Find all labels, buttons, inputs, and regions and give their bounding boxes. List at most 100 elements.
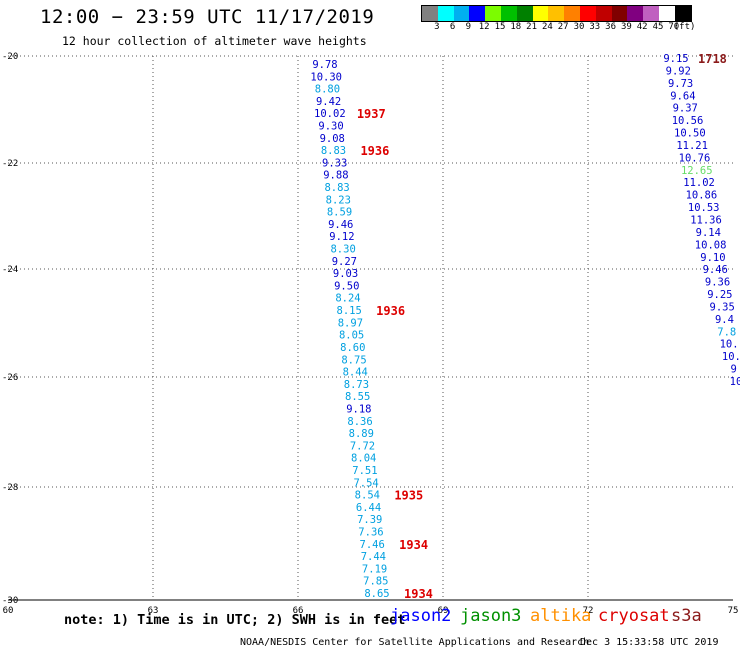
wave-height-value: 7.46 [360,539,385,551]
wave-height-value: 9.08 [320,133,345,145]
wave-height-value: 9.46 [328,219,353,231]
wave-height-value: 9.18 [346,403,371,415]
lat-tick-label: -24 [2,265,18,275]
color-scale-label: 12 [478,22,490,32]
wave-height-value: 10.50 [674,128,706,140]
wave-height-value: 9.36 [705,277,730,289]
chart-title: 12:00 − 23:59 UTC 11/17/2019 [40,6,375,28]
wave-height-value: 8.36 [347,416,372,428]
wave-height-value: 8.44 [343,367,368,379]
wave-height-value: 10.08 [695,239,727,251]
color-scale-label: 18 [510,22,522,32]
wave-height-value: 12.65 [681,165,713,177]
wave-height-value: 9.15 [663,53,688,65]
color-swatch [469,6,486,21]
color-scale-label: 45 [652,22,664,32]
color-swatch [611,6,628,21]
wave-height-value: 7.19 [362,563,387,575]
color-swatch [658,6,675,21]
wave-height-value: 8.59 [327,207,352,219]
wave-height-value: 10.53 [688,202,720,214]
color-swatch [674,6,691,21]
pass-time-label: 1936 [360,144,389,158]
color-swatch [627,6,644,21]
color-scale-label: 27 [557,22,569,32]
color-swatch [643,6,659,21]
color-scale-label: 6 [449,22,456,32]
pass-time-label: 1934 [404,587,433,601]
note-text: note: 1) Time is in UTC; 2) SWH is in fe… [64,612,406,628]
lat-tick-label: -22 [2,159,18,169]
wave-height-value: 8.05 [339,330,364,342]
wave-height-value: 8.54 [355,490,380,502]
legend-cryosat: cryosat [598,606,670,626]
wave-height-value: 7.51 [352,465,377,477]
wave-height-value: 8.83 [321,145,346,157]
color-scale-label: 42 [636,22,648,32]
lon-tick-label: 63 [148,606,159,616]
wave-height-value: 9.30 [318,121,343,133]
legend-jason3: jason3 [460,606,522,626]
pass-time-label: 1935 [394,489,423,503]
legend-jason2: jason2 [390,606,452,626]
wave-height-value: 6.44 [356,502,381,514]
pass-time-label: 1934 [399,538,428,552]
wave-height-value: 9.27 [332,256,357,268]
wave-height-value: 9.37 [673,103,698,115]
lat-tick-label: -26 [2,373,18,383]
color-swatch [437,6,454,21]
wave-height-value: 8.30 [330,244,355,256]
wave-height-value: 8.04 [351,453,376,465]
color-swatch [579,6,596,21]
wave-height-value: 9.92 [666,65,691,77]
wave-height-value: 9.14 [696,227,721,239]
wave-height-value: 10.76 [679,152,711,164]
wave-height-value: 10 [730,376,740,388]
wave-height-value: 9.78 [312,59,337,71]
color-swatch [532,6,549,21]
wave-height-value: 8.89 [349,428,374,440]
lat-tick-label: -30 [2,596,18,606]
color-scale-label: 36 [605,22,617,32]
wave-height-value: 10.30 [310,71,342,83]
wave-height-value: 11.02 [683,177,715,189]
wave-height-value: 9.4 [715,314,734,326]
color-swatch [422,6,438,21]
wave-height-value: 7.85 [363,576,388,588]
wave-height-value: 7.39 [357,514,382,526]
color-swatch [485,6,501,21]
wave-height-value: 9.73 [668,78,693,90]
wave-height-value: 9.12 [329,231,354,243]
wave-height-value: 7.36 [358,526,383,538]
pass-time-label: 1937 [357,107,386,121]
color-scale-label: 21 [526,22,538,32]
wave-height-value: 9.64 [670,90,695,102]
legend-s3a: s3a [671,606,702,626]
lon-tick-label: 60 [3,606,14,616]
wave-height-value: 8.23 [326,194,351,206]
wave-height-value: 9.46 [703,264,728,276]
footer-timestamp: Dec 3 15:33:58 UTC 2019 [580,637,719,648]
color-scale-label: 3 [434,22,440,32]
wave-height-value: 9.88 [323,170,348,182]
wave-height-value: 10. [720,339,739,351]
lat-tick-label: -20 [2,52,18,62]
wave-height-value: 7.72 [350,440,375,452]
wave-height-value: 9.35 [710,301,735,313]
wave-height-value: 8.75 [341,354,366,366]
color-swatch [595,6,612,21]
wave-height-value: 8.73 [344,379,369,391]
wave-height-value: 7.8 [717,326,736,338]
wave-height-value: 8.24 [335,293,360,305]
wave-height-value: 11.21 [676,140,708,152]
color-swatch [453,6,470,21]
pass-time-label: 1936 [376,304,405,318]
wave-height-value: 10.02 [314,108,346,120]
color-scale-label: 24 [541,22,553,32]
wave-height-value: 9.50 [334,280,359,292]
lon-tick-label: 75 [728,606,739,616]
wave-height-value: 8.60 [340,342,365,354]
wave-height-value: 7.54 [353,477,378,489]
legend-altika: altika [530,606,592,626]
